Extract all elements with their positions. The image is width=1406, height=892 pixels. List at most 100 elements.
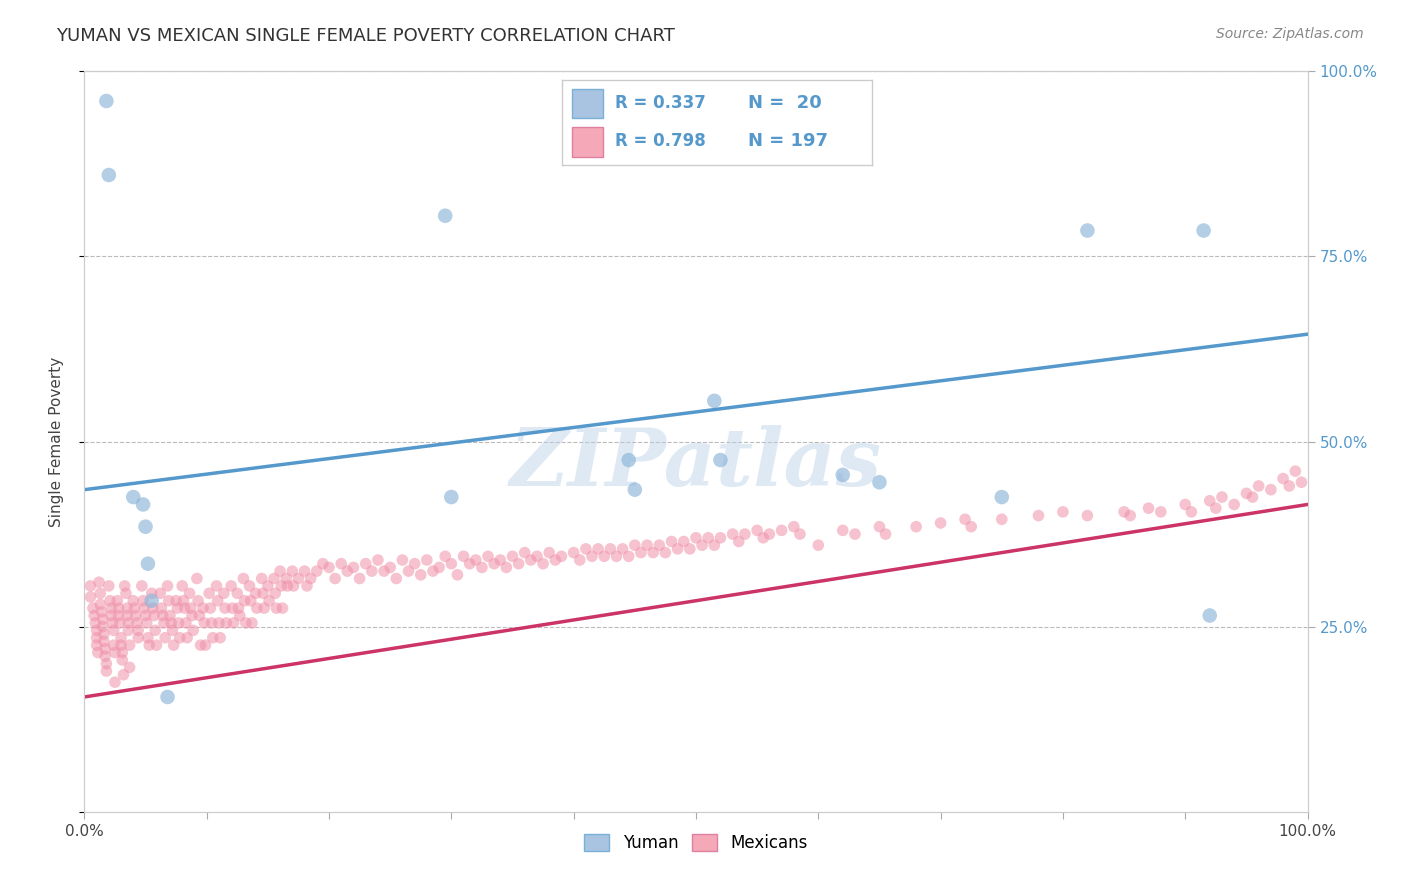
Point bbox=[235, 615, 257, 630]
Point bbox=[198, 586, 221, 600]
Point bbox=[305, 564, 328, 578]
Point bbox=[131, 579, 153, 593]
Point bbox=[101, 615, 124, 630]
Point bbox=[156, 690, 179, 704]
Point bbox=[831, 524, 853, 538]
Point bbox=[991, 490, 1014, 504]
Point bbox=[200, 615, 222, 630]
Point bbox=[138, 638, 160, 652]
Point bbox=[550, 549, 572, 564]
Point bbox=[404, 557, 426, 571]
Point bbox=[110, 631, 132, 645]
Point bbox=[1150, 505, 1173, 519]
Point bbox=[276, 579, 298, 593]
Point bbox=[1028, 508, 1050, 523]
Point bbox=[1284, 464, 1306, 478]
Y-axis label: Single Female Poverty: Single Female Poverty bbox=[49, 357, 63, 526]
Point bbox=[1272, 471, 1295, 485]
Point bbox=[118, 660, 141, 674]
Point bbox=[105, 593, 128, 607]
Point bbox=[807, 538, 830, 552]
Point bbox=[135, 608, 157, 623]
Point bbox=[342, 560, 364, 574]
Point bbox=[122, 593, 145, 607]
Point bbox=[103, 638, 125, 652]
Point bbox=[734, 527, 756, 541]
Point bbox=[179, 586, 201, 600]
Point bbox=[336, 564, 359, 578]
Point bbox=[643, 546, 665, 560]
Point bbox=[1198, 608, 1220, 623]
Text: YUMAN VS MEXICAN SINGLE FEMALE POVERTY CORRELATION CHART: YUMAN VS MEXICAN SINGLE FEMALE POVERTY C… bbox=[56, 27, 675, 45]
Point bbox=[489, 553, 512, 567]
Point bbox=[156, 579, 179, 593]
Point bbox=[157, 593, 180, 607]
Point bbox=[271, 601, 294, 615]
Point bbox=[960, 519, 983, 533]
Point bbox=[252, 586, 274, 600]
Point bbox=[1192, 223, 1215, 237]
Point bbox=[141, 593, 163, 607]
Point bbox=[581, 549, 603, 564]
Point bbox=[752, 531, 775, 545]
Point bbox=[96, 657, 118, 671]
Point bbox=[617, 453, 640, 467]
Point bbox=[127, 624, 149, 638]
Point bbox=[599, 541, 621, 556]
Point bbox=[281, 564, 304, 578]
Point bbox=[672, 534, 695, 549]
Point bbox=[111, 653, 134, 667]
Point bbox=[360, 564, 382, 578]
Point bbox=[385, 572, 408, 586]
Point bbox=[114, 579, 136, 593]
Point bbox=[727, 534, 749, 549]
Point bbox=[153, 631, 176, 645]
Legend: Yuman, Mexicans: Yuman, Mexicans bbox=[578, 828, 814, 859]
Point bbox=[427, 560, 450, 574]
Point bbox=[169, 631, 191, 645]
Point bbox=[127, 631, 149, 645]
Point bbox=[312, 557, 335, 571]
Point bbox=[160, 615, 183, 630]
Point bbox=[323, 572, 346, 586]
Point bbox=[991, 512, 1014, 526]
Point bbox=[1137, 501, 1160, 516]
Point bbox=[526, 549, 548, 564]
Point bbox=[153, 615, 176, 630]
Point bbox=[1052, 505, 1074, 519]
Text: Source: ZipAtlas.com: Source: ZipAtlas.com bbox=[1216, 27, 1364, 41]
Point bbox=[193, 615, 215, 630]
Point bbox=[1119, 508, 1142, 523]
Point bbox=[1114, 505, 1136, 519]
Point bbox=[1223, 498, 1246, 512]
Point bbox=[135, 615, 157, 630]
Point bbox=[87, 646, 110, 660]
Point bbox=[82, 601, 104, 615]
Point bbox=[269, 564, 291, 578]
Point bbox=[1236, 486, 1258, 500]
Point bbox=[194, 638, 217, 652]
Point bbox=[221, 601, 243, 615]
Point bbox=[135, 519, 157, 533]
Point bbox=[122, 490, 145, 504]
Point bbox=[538, 546, 561, 560]
Point bbox=[1198, 493, 1220, 508]
Point bbox=[612, 541, 634, 556]
Point bbox=[167, 615, 190, 630]
Point bbox=[575, 541, 598, 556]
Point bbox=[416, 553, 439, 567]
Point bbox=[562, 546, 585, 560]
Point bbox=[115, 608, 138, 623]
Point bbox=[98, 593, 121, 607]
Point bbox=[209, 631, 232, 645]
Point bbox=[869, 475, 891, 490]
Point bbox=[875, 527, 897, 541]
Point bbox=[125, 608, 148, 623]
Point bbox=[181, 624, 204, 638]
Point bbox=[685, 531, 707, 545]
Point bbox=[440, 557, 463, 571]
Point bbox=[226, 586, 249, 600]
Point bbox=[783, 519, 806, 533]
Point bbox=[605, 549, 627, 564]
Point bbox=[367, 553, 389, 567]
